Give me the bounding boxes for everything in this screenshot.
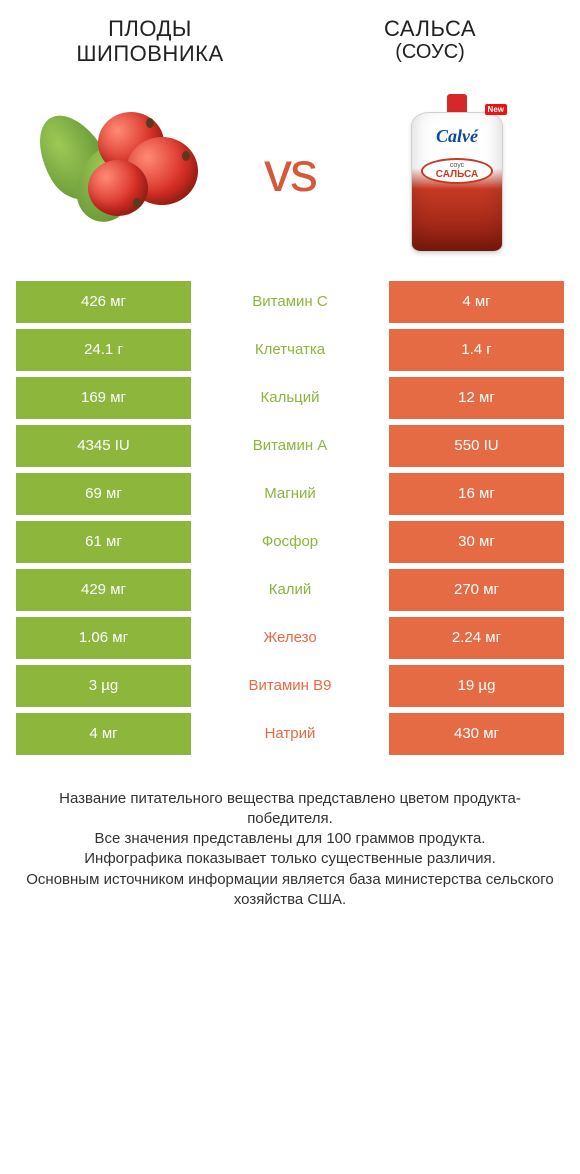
table-row: 69 мгМагний16 мг [16,473,564,515]
cell-left-value: 61 мг [16,521,191,563]
cell-left-value: 429 мг [16,569,191,611]
footer-line-1: Название питательного вещества представл… [20,789,560,830]
cell-nutrient-name: Железо [191,617,389,659]
cell-left-value: 4 мг [16,713,191,755]
footer-line-4: Основным источником информации является … [20,870,560,911]
header-left: ПЛОДЫ ШИПОВНИКА [10,16,290,67]
left-product-image [38,87,208,257]
cell-left-value: 69 мг [16,473,191,515]
cell-nutrient-name: Натрий [191,713,389,755]
cell-left-value: 426 мг [16,281,191,323]
cell-left-value: 4345 IU [16,425,191,467]
salsa-pouch-illustration: New Calvé соус САЛЬСА [411,92,503,252]
cell-right-value: 270 мг [389,569,564,611]
header-row: ПЛОДЫ ШИПОВНИКА САЛЬСА (СОУС) [0,0,580,75]
table-row: 1.06 мгЖелезо2.24 мг [16,617,564,659]
cell-nutrient-name: Витамин C [191,281,389,323]
table-row: 4 мгНатрий430 мг [16,713,564,755]
images-row: vs New Calvé соус САЛЬСА [0,75,580,281]
table-row: 61 мгФосфор30 мг [16,521,564,563]
table-row: 429 мгКалий270 мг [16,569,564,611]
header-right: САЛЬСА (СОУС) [290,16,570,67]
table-row: 169 мгКальций12 мг [16,377,564,419]
cell-right-value: 430 мг [389,713,564,755]
pouch-new-badge: New [485,104,507,115]
comparison-table: 426 мгВитамин C4 мг24.1 гКлетчатка1.4 г1… [0,281,580,755]
cell-nutrient-name: Витамин B9 [191,665,389,707]
cell-right-value: 19 µg [389,665,564,707]
cell-nutrient-name: Калий [191,569,389,611]
cell-right-value: 12 мг [389,377,564,419]
table-row: 3 µgВитамин B919 µg [16,665,564,707]
cell-right-value: 4 мг [389,281,564,323]
table-row: 24.1 гКлетчатка1.4 г [16,329,564,371]
right-subtitle: (СОУС) [290,41,570,64]
rosehip-illustration [48,102,198,242]
pouch-brand: Calvé [411,126,503,147]
cell-left-value: 24.1 г [16,329,191,371]
vs-label: vs [264,139,316,204]
cell-nutrient-name: Витамин A [191,425,389,467]
cell-nutrient-name: Магний [191,473,389,515]
cell-nutrient-name: Кальций [191,377,389,419]
pouch-label-small: соус [423,162,491,169]
cell-right-value: 550 IU [389,425,564,467]
cell-left-value: 1.06 мг [16,617,191,659]
pouch-label-main: САЛЬСА [423,169,491,180]
footer-line-2: Все значения представлены для 100 граммо… [20,829,560,849]
left-title: ПЛОДЫ ШИПОВНИКА [10,16,290,67]
table-row: 426 мгВитамин C4 мг [16,281,564,323]
right-product-image: New Calvé соус САЛЬСА [372,87,542,257]
right-title: САЛЬСА [290,16,570,41]
cell-left-value: 3 µg [16,665,191,707]
table-row: 4345 IUВитамин A550 IU [16,425,564,467]
cell-left-value: 169 мг [16,377,191,419]
cell-right-value: 2.24 мг [389,617,564,659]
cell-right-value: 30 мг [389,521,564,563]
footer-line-3: Инфографика показывает только существенн… [20,849,560,869]
cell-right-value: 16 мг [389,473,564,515]
cell-right-value: 1.4 г [389,329,564,371]
cell-nutrient-name: Фосфор [191,521,389,563]
footer-notes: Название питательного вещества представл… [0,761,580,911]
cell-nutrient-name: Клетчатка [191,329,389,371]
